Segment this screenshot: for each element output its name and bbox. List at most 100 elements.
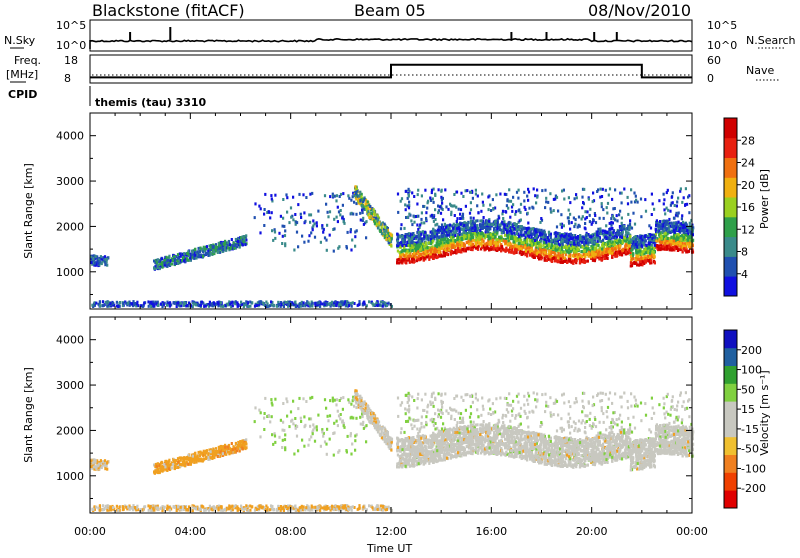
power-cell bbox=[523, 234, 525, 237]
power-cell bbox=[312, 225, 314, 228]
power-cell bbox=[242, 244, 244, 247]
power-cell bbox=[242, 235, 244, 238]
power-cell bbox=[581, 241, 583, 244]
power-cell bbox=[164, 261, 166, 264]
power-cell bbox=[297, 203, 299, 206]
power-cell bbox=[97, 260, 99, 263]
power-cell bbox=[375, 217, 377, 220]
power-cell bbox=[326, 224, 328, 227]
freq-strip: Freq. [MHz] CPID 18 8 60 0 Nave bbox=[6, 54, 780, 101]
power-cell bbox=[385, 229, 387, 232]
power-cell bbox=[167, 259, 169, 262]
power-cell bbox=[172, 259, 174, 262]
power-cell bbox=[194, 248, 196, 251]
freq-tick-bottom: 8 bbox=[64, 72, 71, 85]
power-cell bbox=[601, 248, 603, 251]
power-cell bbox=[329, 234, 331, 237]
power-cell bbox=[605, 243, 607, 246]
power-cell bbox=[374, 213, 376, 216]
power-cell bbox=[352, 195, 354, 198]
beam-title: Beam 05 bbox=[354, 1, 426, 20]
power-cell bbox=[326, 249, 328, 252]
power-cell bbox=[363, 208, 365, 211]
power-cell bbox=[206, 245, 208, 248]
power-cell bbox=[363, 223, 365, 226]
power-cell bbox=[622, 231, 624, 234]
power-cell bbox=[199, 250, 201, 253]
power-cell bbox=[269, 216, 271, 219]
power-cell bbox=[337, 206, 339, 209]
power-cell bbox=[229, 243, 231, 246]
power-cell bbox=[343, 220, 345, 223]
power-cell bbox=[324, 194, 326, 197]
date-title: 08/Nov/2010 bbox=[588, 1, 691, 20]
power-cell bbox=[216, 246, 218, 249]
power-cell bbox=[202, 255, 204, 258]
power-cell bbox=[452, 236, 454, 239]
power-cell bbox=[383, 230, 385, 233]
power-cell bbox=[284, 244, 286, 247]
power-cell bbox=[264, 208, 266, 211]
power-cell bbox=[286, 211, 288, 214]
power-cell bbox=[303, 241, 305, 244]
power-cell bbox=[174, 262, 176, 265]
power-cell bbox=[508, 240, 510, 243]
power-cell bbox=[161, 263, 163, 266]
power-cell bbox=[322, 231, 324, 234]
power-cell bbox=[235, 238, 237, 241]
power-cell bbox=[104, 255, 106, 258]
power-cell bbox=[359, 212, 361, 215]
power-cell bbox=[514, 227, 516, 230]
power-cell bbox=[217, 251, 219, 254]
power-cell bbox=[199, 254, 201, 257]
power-cell bbox=[173, 255, 175, 258]
power-cell bbox=[284, 229, 286, 232]
power-cell bbox=[626, 227, 628, 230]
power-cell bbox=[369, 205, 371, 208]
power-cell bbox=[682, 250, 684, 253]
power-cell bbox=[338, 210, 340, 213]
power-cell bbox=[280, 215, 282, 218]
nsky-left-tick-bottom: 10^0 bbox=[56, 39, 86, 52]
power-cell bbox=[335, 199, 337, 202]
power-cell bbox=[288, 221, 290, 224]
power-cell bbox=[210, 246, 212, 249]
power-cell bbox=[362, 217, 364, 220]
power-cell bbox=[290, 206, 292, 209]
power-cell bbox=[159, 267, 161, 270]
nsky-strip: N.Sky 10^5 10^0 10^5 10^0 N.Search bbox=[4, 19, 796, 52]
power-cell bbox=[244, 243, 246, 246]
power-cell bbox=[325, 239, 327, 242]
power-cell bbox=[366, 207, 368, 210]
power-cell bbox=[292, 196, 294, 199]
power-cell bbox=[282, 225, 284, 228]
power-cell bbox=[302, 193, 304, 196]
power-cell bbox=[339, 213, 341, 216]
power-cell bbox=[453, 251, 455, 254]
power-cell bbox=[336, 216, 338, 219]
power-cell bbox=[334, 195, 336, 198]
power-cell bbox=[355, 192, 357, 195]
power-cell bbox=[104, 263, 106, 266]
power-cell bbox=[156, 266, 158, 269]
power-cell bbox=[358, 195, 360, 198]
power-cell bbox=[193, 257, 195, 260]
power-cell bbox=[428, 241, 430, 244]
power-cell bbox=[337, 220, 339, 223]
power-cell bbox=[505, 247, 507, 250]
power-cell bbox=[282, 198, 284, 201]
power-cell bbox=[373, 219, 375, 222]
power-cell bbox=[390, 245, 392, 248]
power-cell bbox=[293, 249, 295, 252]
power-cell bbox=[263, 213, 265, 216]
power-cell bbox=[329, 195, 331, 198]
power-cell bbox=[429, 256, 431, 259]
power-cell bbox=[410, 260, 412, 263]
power-cell bbox=[647, 255, 649, 258]
power-cell bbox=[540, 252, 542, 255]
power-cell bbox=[224, 242, 226, 245]
power-cell bbox=[222, 248, 224, 251]
power-cell bbox=[359, 191, 361, 194]
power-cell bbox=[254, 216, 256, 219]
